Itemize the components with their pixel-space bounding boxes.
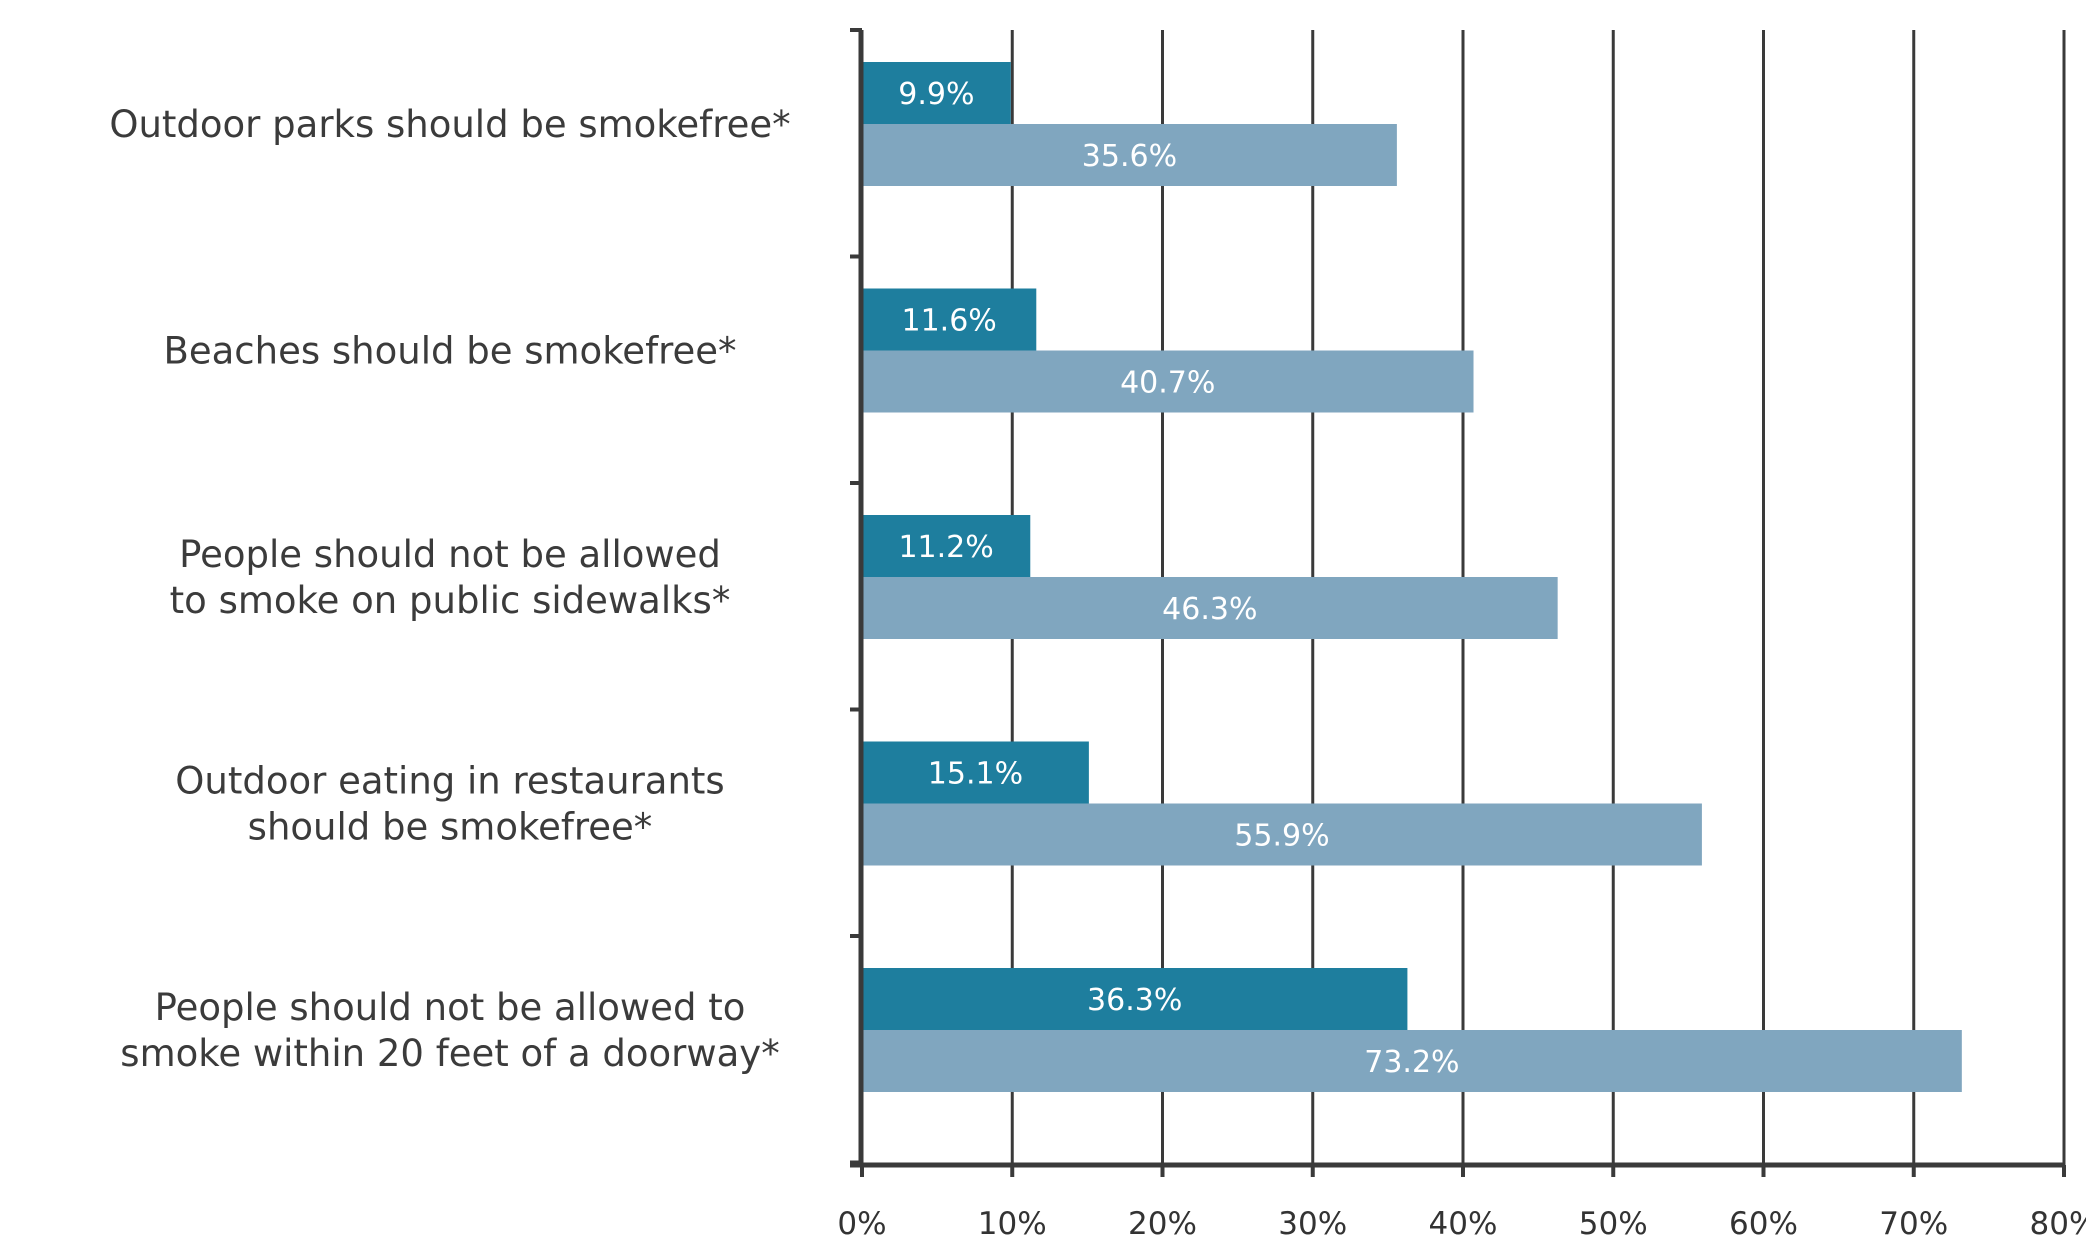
x-tick-label: 70% <box>1879 1206 1948 1242</box>
category-label: People should not be allowed to <box>155 986 746 1029</box>
bar <box>862 968 1408 1030</box>
x-tick-label: 0% <box>837 1206 886 1242</box>
x-tick-label: 50% <box>1579 1206 1648 1242</box>
bar <box>862 577 1558 639</box>
bar <box>862 350 1474 413</box>
bar-data-label: 40.7% <box>1120 366 1215 401</box>
bars <box>862 62 1962 1092</box>
bar <box>862 1030 1962 1092</box>
bar-data-label: 55.9% <box>1234 819 1329 854</box>
bar <box>862 515 1031 577</box>
category-label: Beaches should be smokefree* <box>163 330 736 373</box>
category-label: should be smokefree* <box>248 806 653 849</box>
x-tick-label: 60% <box>1729 1206 1798 1242</box>
bar <box>862 124 1397 186</box>
category-label: People should not be allowed <box>179 533 721 576</box>
bar-data-label: 11.6% <box>901 304 996 339</box>
bar-data-label: 36.3% <box>1087 983 1182 1018</box>
category-label: Outdoor eating in restaurants <box>175 760 724 803</box>
x-tick-label: 20% <box>1128 1206 1197 1242</box>
x-tick-label: 30% <box>1278 1206 1347 1242</box>
bar-data-label: 11.2% <box>898 530 993 565</box>
bar <box>862 803 1702 866</box>
bar-data-label: 15.1% <box>928 757 1023 792</box>
x-tick-label: 10% <box>978 1206 1047 1242</box>
bar-data-label: 9.9% <box>898 77 974 112</box>
category-label: Outdoor parks should be smokefree* <box>109 103 790 146</box>
bar <box>862 288 1037 351</box>
x-tick-label: 80% <box>2030 1206 2086 1242</box>
labels: 0% 10% 20% 30% 40% 50% 60% 70% 80% 9.9% 35.6% Outdo… <box>109 77 2086 1242</box>
axes <box>850 28 2066 1177</box>
bar <box>862 62 1011 124</box>
bar-data-label: 73.2% <box>1364 1045 1459 1080</box>
x-tick-label: 40% <box>1429 1206 1498 1242</box>
category-label: to smoke on public sidewalks* <box>170 579 731 622</box>
bar-data-label: 35.6% <box>1082 139 1177 174</box>
category-label: smoke within 20 feet of a doorway* <box>120 1032 779 1075</box>
bar <box>862 741 1089 804</box>
bar-data-label: 46.3% <box>1162 592 1257 627</box>
